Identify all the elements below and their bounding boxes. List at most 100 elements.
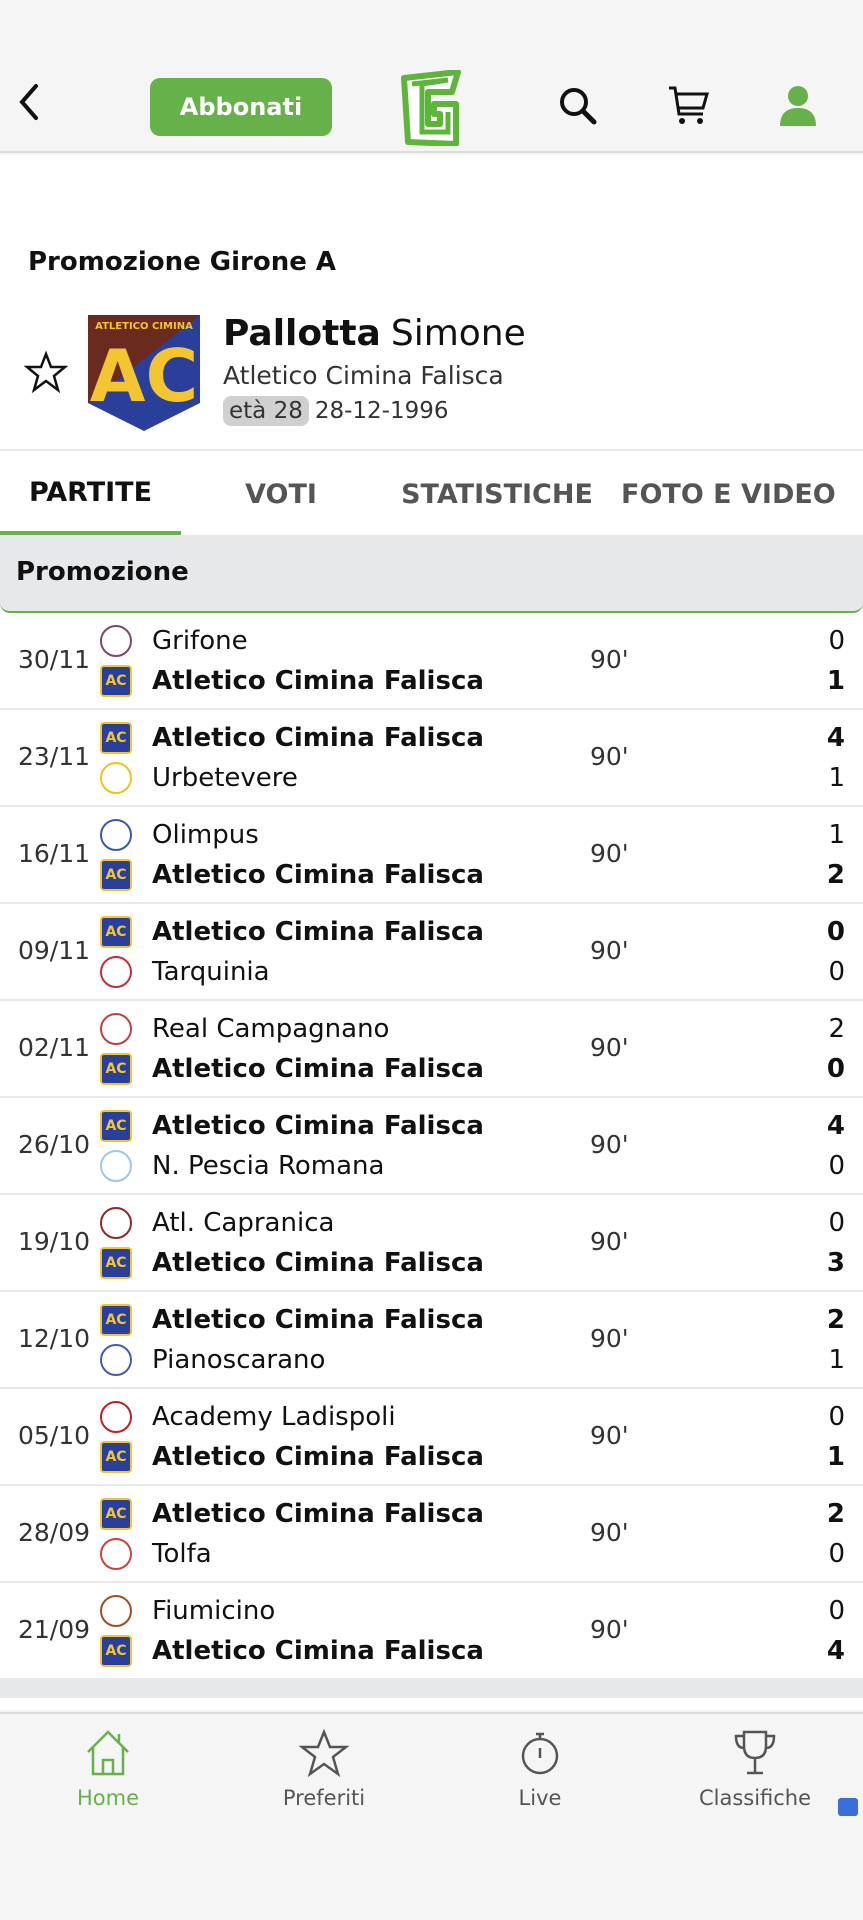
match-date: 09/11 bbox=[18, 936, 91, 965]
score: 4 bbox=[826, 1636, 845, 1666]
user-profile-icon[interactable] bbox=[776, 84, 820, 128]
score: 0 bbox=[828, 1402, 845, 1432]
team-crest-icon: AC bbox=[100, 1304, 132, 1336]
match-row[interactable]: 30/11 Grifone 0 AC Atletico Cimina Falisca… bbox=[0, 613, 863, 710]
match-row[interactable]: 12/10 AC Atletico Cimina Falisca 2 Pianosc… bbox=[0, 1292, 863, 1389]
minutes-played: 90' bbox=[590, 936, 629, 965]
away-team: N. Pescia Romana 0 bbox=[100, 1148, 845, 1184]
score: 1 bbox=[828, 820, 845, 850]
team-name: Atletico Cimina Falisca bbox=[152, 1442, 484, 1472]
nav-live[interactable]: Live bbox=[450, 1728, 630, 1810]
back-arrow-icon[interactable] bbox=[14, 82, 44, 122]
team-name: Atletico Cimina Falisca bbox=[152, 1636, 484, 1666]
minutes-played: 90' bbox=[590, 1130, 629, 1159]
opponent-crest-icon bbox=[100, 1207, 132, 1239]
match-date: 21/09 bbox=[18, 1615, 91, 1644]
minutes-played: 90' bbox=[590, 1227, 629, 1256]
match-row[interactable]: 26/10 AC Atletico Cimina Falisca 4 N. Pesc… bbox=[0, 1098, 863, 1195]
match-row[interactable]: 16/11 Olimpus 1 AC Atletico Cimina Falisca… bbox=[0, 807, 863, 904]
trophy-icon bbox=[734, 1730, 776, 1775]
away-team: AC Atletico Cimina Falisca 2 bbox=[100, 857, 845, 893]
match-date: 12/10 bbox=[18, 1324, 91, 1353]
score: 2 bbox=[826, 860, 845, 890]
score: 4 bbox=[826, 1111, 845, 1141]
score: 0 bbox=[828, 1151, 845, 1181]
match-row[interactable]: 21/09 Fiumicino 0 AC Atletico Cimina Falis… bbox=[0, 1583, 863, 1680]
home-team: Academy Ladispoli 0 bbox=[100, 1399, 845, 1435]
home-icon bbox=[87, 1730, 129, 1776]
nav-classifiche[interactable]: Classifiche bbox=[665, 1728, 845, 1810]
subscribe-button[interactable]: Abbonati bbox=[150, 78, 332, 136]
minutes-played: 90' bbox=[590, 1615, 629, 1644]
score: 3 bbox=[826, 1248, 845, 1278]
home-team: AC Atletico Cimina Falisca 0 bbox=[100, 914, 845, 950]
nav-preferiti[interactable]: Preferiti bbox=[234, 1728, 414, 1810]
briefcase-icon bbox=[838, 1798, 858, 1816]
score: 0 bbox=[828, 1596, 845, 1626]
player-age-row: età 28 28-12-1996 bbox=[223, 396, 449, 426]
match-row[interactable]: 05/10 Academy Ladispoli 0 AC Atletico Cimi… bbox=[0, 1389, 863, 1486]
minutes-played: 90' bbox=[590, 1421, 629, 1450]
minutes-played: 90' bbox=[590, 1518, 629, 1547]
stopwatch-icon bbox=[521, 1732, 559, 1775]
team-crest-icon: AC bbox=[100, 665, 132, 697]
team-crest-icon: AC bbox=[100, 1498, 132, 1530]
nav-label: Home bbox=[76, 1786, 139, 1810]
score: 0 bbox=[828, 957, 845, 987]
nav-home[interactable]: Home bbox=[18, 1728, 198, 1810]
team-crest-icon: AC bbox=[100, 916, 132, 948]
minutes-played: 90' bbox=[590, 1033, 629, 1062]
tab-statistiche[interactable]: STATISTICHE bbox=[401, 478, 593, 510]
team-crest-icon: AC bbox=[100, 1635, 132, 1667]
league-title: Promozione Girone A bbox=[28, 247, 337, 277]
nav-label: Live bbox=[518, 1786, 562, 1810]
cart-icon[interactable] bbox=[667, 84, 711, 128]
favorite-star-icon[interactable] bbox=[24, 350, 68, 394]
away-team: AC Atletico Cimina Falisca 1 bbox=[100, 1439, 845, 1475]
app-logo-icon[interactable] bbox=[398, 70, 462, 146]
search-icon[interactable] bbox=[556, 84, 600, 128]
age-badge: età 28 bbox=[223, 396, 309, 426]
minutes-played: 90' bbox=[590, 1324, 629, 1353]
home-team: AC Atletico Cimina Falisca 4 bbox=[100, 1108, 845, 1144]
team-name: Fiumicino bbox=[152, 1596, 276, 1626]
team-crest-icon: AC bbox=[100, 1441, 132, 1473]
match-date: 28/09 bbox=[18, 1518, 91, 1547]
team-name: Tarquinia bbox=[152, 957, 270, 987]
score: 0 bbox=[828, 626, 845, 656]
tab-partite[interactable]: PARTITE bbox=[0, 453, 181, 535]
team-crest-icon: AC bbox=[100, 1110, 132, 1142]
team-crest-icon: AC bbox=[100, 722, 132, 754]
score: 1 bbox=[826, 666, 845, 696]
match-date: 16/11 bbox=[18, 839, 91, 868]
player-first-name: Simone bbox=[390, 313, 526, 354]
score: 2 bbox=[826, 1305, 845, 1335]
match-row[interactable]: 09/11 AC Atletico Cimina Falisca 0 Tarquin… bbox=[0, 904, 863, 1001]
divider bbox=[0, 449, 863, 451]
opponent-crest-icon bbox=[100, 1013, 132, 1045]
team-name: Atl. Capranica bbox=[152, 1208, 335, 1238]
score: 1 bbox=[828, 1345, 845, 1375]
match-date: 23/11 bbox=[18, 742, 91, 771]
tab-voti[interactable]: VOTI bbox=[245, 478, 317, 510]
team-crest-icon: AC bbox=[100, 1053, 132, 1085]
home-team: AC Atletico Cimina Falisca 4 bbox=[100, 720, 845, 756]
away-team: Pianoscarano 1 bbox=[100, 1342, 845, 1378]
tab-bar: PARTITE VOTI STATISTICHE FOTO E VIDEO bbox=[0, 453, 863, 535]
nav-label: Classifiche bbox=[698, 1786, 812, 1810]
home-team: AC Atletico Cimina Falisca 2 bbox=[100, 1302, 845, 1338]
team-name: Academy Ladispoli bbox=[152, 1402, 396, 1432]
match-row[interactable]: 19/10 Atl. Capranica 0 AC Atletico Cimina … bbox=[0, 1195, 863, 1292]
score: 0 bbox=[826, 917, 845, 947]
minutes-played: 90' bbox=[590, 742, 629, 771]
match-row[interactable]: 28/09 AC Atletico Cimina Falisca 2 Tolfa 0 … bbox=[0, 1486, 863, 1583]
team-name: Tolfa bbox=[152, 1539, 212, 1569]
away-team: AC Atletico Cimina Falisca 3 bbox=[100, 1245, 845, 1281]
match-date: 19/10 bbox=[18, 1227, 91, 1256]
player-team[interactable]: Atletico Cimina Falisca bbox=[223, 361, 504, 390]
home-team: Olimpus 1 bbox=[100, 817, 845, 853]
birthdate: 28-12-1996 bbox=[314, 398, 449, 424]
tab-foto-video[interactable]: FOTO E VIDEO bbox=[621, 478, 836, 510]
match-row[interactable]: 23/11 AC Atletico Cimina Falisca 4 Urbetev… bbox=[0, 710, 863, 807]
match-row[interactable]: 02/11 Real Campagnano 2 AC Atletico Cimina… bbox=[0, 1001, 863, 1098]
